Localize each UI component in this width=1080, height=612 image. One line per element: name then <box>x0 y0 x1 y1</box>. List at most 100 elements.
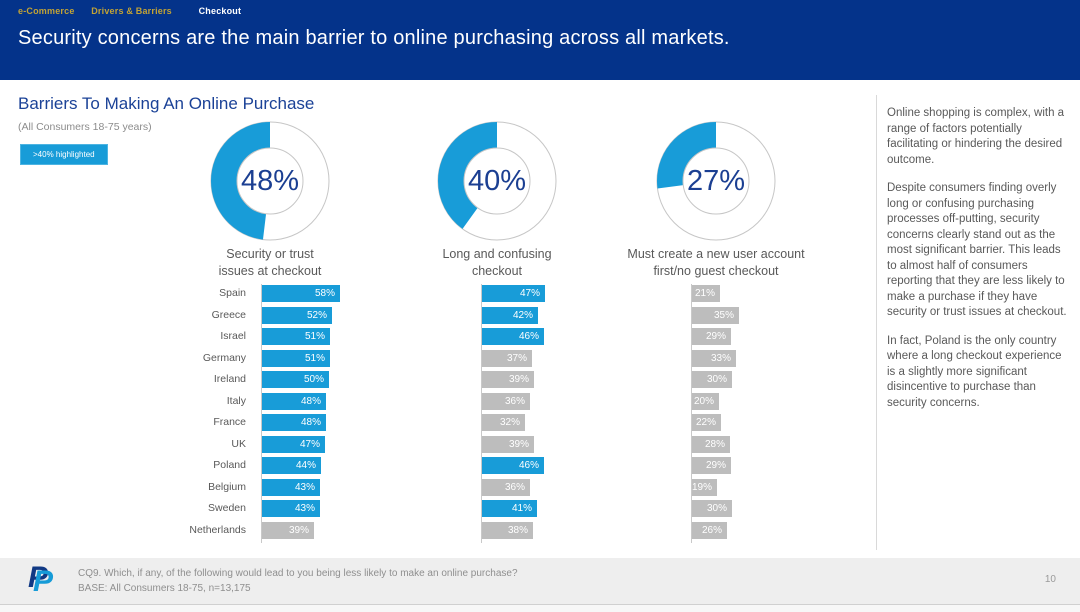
bar-row: 46% <box>482 328 545 345</box>
bar-row: 21% <box>692 285 739 302</box>
bar-row: 47% <box>482 285 545 302</box>
donut-caption-line: Long and confusing <box>442 247 552 261</box>
footnote: CQ9. Which, if any, of the following wou… <box>78 566 518 596</box>
bar: 46% <box>482 328 544 345</box>
bar: 22% <box>692 414 721 431</box>
bar-row: 29% <box>692 328 739 345</box>
bar-row: 47% <box>262 435 340 453</box>
country-label: Spain <box>219 287 246 299</box>
bar-row: 43% <box>262 478 340 496</box>
footer-bottom-strip <box>0 605 1080 612</box>
country-label: Greece <box>211 308 246 321</box>
bar: 46% <box>482 457 544 474</box>
footnote-question: CQ9. Which, if any, of the following wou… <box>78 568 518 579</box>
bar: 43% <box>262 478 320 496</box>
bar-row: 42% <box>482 306 545 324</box>
bar-row: 36% <box>482 478 545 496</box>
bar: 48% <box>262 392 326 410</box>
country-label: Poland <box>213 459 246 471</box>
bar-row: 33% <box>692 349 739 367</box>
bar-row: 38% <box>482 521 545 539</box>
breadcrumb-ecommerce: e-Commerce <box>18 6 75 16</box>
paypal-logo: P P <box>28 561 58 599</box>
donut-svg <box>437 121 557 241</box>
bar-row: 43% <box>262 500 340 517</box>
bar-row: 35% <box>692 306 739 324</box>
paypal-logo-front-p: P <box>33 565 54 598</box>
donut-svg <box>210 121 330 241</box>
bar-row: 37% <box>482 349 545 367</box>
donut-caption-3: Must create a new user account first/no g… <box>586 246 846 280</box>
country-label: Sweden <box>208 502 246 514</box>
donut-chart-2: 40% <box>437 121 557 241</box>
donut-caption-line: checkout <box>471 264 523 278</box>
bar: 29% <box>692 328 731 345</box>
bar-row: 28% <box>692 435 739 453</box>
bar-row: 44% <box>262 457 340 474</box>
bar-axis-line <box>261 284 262 543</box>
country-labels: Spain Greece Israel Germany Ireland Italy Fran… <box>150 285 254 543</box>
commentary-paragraph-3: In fact, Poland is the only country wher… <box>887 334 1062 409</box>
bar: 51% <box>262 328 330 345</box>
bar-row: 36% <box>482 392 545 410</box>
bar: 20% <box>692 392 719 410</box>
bar: 42% <box>482 306 538 324</box>
country-label: Netherlands <box>189 523 246 536</box>
bar-row: 48% <box>262 414 340 431</box>
donut-percentage: 40% <box>467 165 527 197</box>
bar: 19% <box>692 478 717 496</box>
bar-row: 19% <box>692 478 739 496</box>
bar-row: 52% <box>262 306 340 324</box>
bar: 30% <box>692 500 732 517</box>
donut-caption-2: Long and confusing checkout <box>367 246 627 280</box>
bar-row: 46% <box>482 457 545 474</box>
bar-row: 26% <box>692 521 739 539</box>
footer: P P CQ9. Which, if any, of the following… <box>0 558 1080 605</box>
bar-row: 20% <box>692 392 739 410</box>
bar: 39% <box>482 371 534 388</box>
bar: 52% <box>262 306 332 324</box>
bar-row: 51% <box>262 349 340 367</box>
charts-area: Spain Greece Israel Germany Ireland Italy Fran… <box>150 121 846 543</box>
bar: 28% <box>692 435 730 453</box>
header-band: e-Commerce Drivers & Barriers Checkout S… <box>0 0 1080 80</box>
bar: 37% <box>482 349 532 367</box>
bar: 29% <box>692 457 731 474</box>
bar: 47% <box>482 285 545 302</box>
bar: 39% <box>482 435 534 453</box>
bar-row: 39% <box>482 435 545 453</box>
bar-row: 58% <box>262 285 340 302</box>
bar-row: 30% <box>692 500 739 517</box>
bar: 51% <box>262 349 330 367</box>
bar: 30% <box>692 371 732 388</box>
bar: 50% <box>262 371 329 388</box>
bar-row: 29% <box>692 457 739 474</box>
page-number: 10 <box>1044 574 1056 585</box>
donut-chart-3: 27% <box>656 121 776 241</box>
bar: 39% <box>262 521 314 539</box>
country-label: France <box>213 416 246 428</box>
bar-row: 41% <box>482 500 545 517</box>
country-label: UK <box>231 437 246 450</box>
bar-row: 48% <box>262 392 340 410</box>
donut-percentage: 27% <box>686 165 746 197</box>
bar: 35% <box>692 306 739 324</box>
bar: 38% <box>482 521 533 539</box>
bar: 41% <box>482 500 537 517</box>
commentary-panel: Online shopping is complex, with a range… <box>876 95 1080 550</box>
bar-chart-1: 58% 52% 51% 51% 50% 48% 48% 47% 44% 43% 43% 39% <box>262 285 340 543</box>
bar: 21% <box>692 285 720 302</box>
breadcrumb-checkout: Checkout <box>198 6 242 16</box>
country-label: Italy <box>226 394 246 407</box>
breadcrumb: e-Commerce Drivers & Barriers Checkout <box>18 6 255 16</box>
bar: 36% <box>482 478 530 496</box>
country-label: Ireland <box>213 373 246 385</box>
breadcrumb-drivers-barriers: Drivers & Barriers <box>91 6 172 16</box>
country-label: Germany <box>202 351 246 364</box>
donut-svg <box>656 121 776 241</box>
donut-caption-line: Security or trust <box>226 247 314 261</box>
bar: 33% <box>692 349 736 367</box>
country-label: Israel <box>220 330 246 342</box>
bar-row: 50% <box>262 371 340 388</box>
